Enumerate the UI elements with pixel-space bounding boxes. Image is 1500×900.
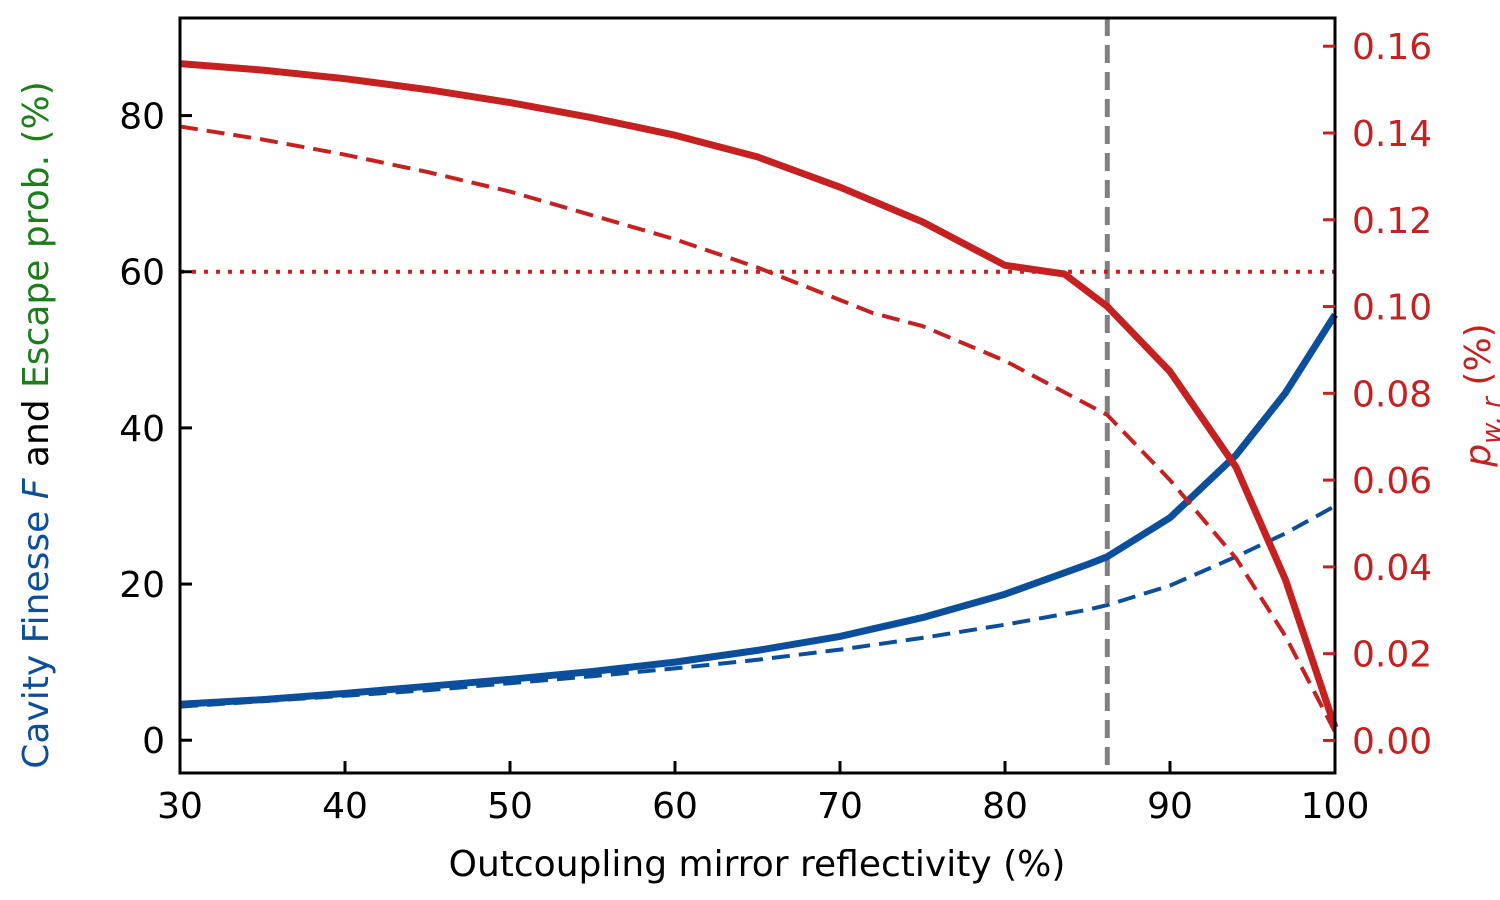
right-y-tick-label: 0.10 (1352, 288, 1432, 329)
left-y-tick-label: 80 (119, 97, 165, 138)
right-y-axis: 0.00 0.02 0.04 0.06 0.08 0.10 0.12 0.14 0.16 (1323, 27, 1432, 762)
series-layer (179, 18, 1339, 773)
series-line-2 (179, 504, 1336, 709)
left-y-axis-title: Cavity Finesse F and Escape prob. (%) (16, 81, 57, 769)
left-y-tick-label: 0 (142, 721, 165, 762)
left-y-title-part: and (16, 388, 57, 479)
x-tick-label: 90 (1147, 786, 1193, 827)
series-line-1 (179, 312, 1338, 708)
left-y-title-part: F (16, 477, 57, 499)
right-y-title-symbol: p (1458, 444, 1499, 468)
right-y-title-unit: (%) (1458, 323, 1499, 397)
right-y-tick-label: 0.12 (1352, 201, 1432, 242)
series-line-4 (179, 124, 1337, 733)
series-line-3 (179, 60, 1339, 729)
x-tick-label: 60 (652, 786, 698, 827)
x-tick-label: 100 (1301, 786, 1370, 827)
x-axis: 30 40 50 60 70 80 90 100 (157, 761, 1369, 827)
left-y-tick-label: 40 (119, 409, 165, 450)
left-y-axis: 0 20 40 60 80 (119, 97, 192, 762)
x-tick-label: 70 (817, 786, 863, 827)
left-y-title-part: Escape prob. (%) (16, 81, 57, 388)
plot-frame (178, 16, 1337, 775)
right-y-tick-label: 0.04 (1352, 548, 1432, 589)
right-y-tick-label: 0.16 (1352, 27, 1432, 68)
right-y-tick-label: 0.14 (1352, 114, 1432, 155)
right-y-title-subscript: w, r (1477, 395, 1500, 444)
x-tick-label: 50 (487, 786, 533, 827)
right-y-tick-label: 0.08 (1352, 374, 1432, 415)
x-tick-label: 30 (157, 786, 203, 827)
left-y-tick-label: 20 (119, 565, 165, 606)
x-tick-label: 40 (322, 786, 368, 827)
left-y-tick-label: 60 (119, 253, 165, 294)
right-y-tick-label: 0.00 (1352, 721, 1432, 762)
left-y-title-part: Cavity Finesse (16, 499, 57, 769)
x-tick-label: 80 (982, 786, 1028, 827)
right-y-tick-label: 0.06 (1352, 461, 1432, 502)
right-y-tick-label: 0.02 (1352, 635, 1432, 676)
x-axis-title: Outcoupling mirror reflectivity (%) (449, 844, 1066, 885)
right-y-axis-title: pw, r (%) (1458, 323, 1500, 467)
